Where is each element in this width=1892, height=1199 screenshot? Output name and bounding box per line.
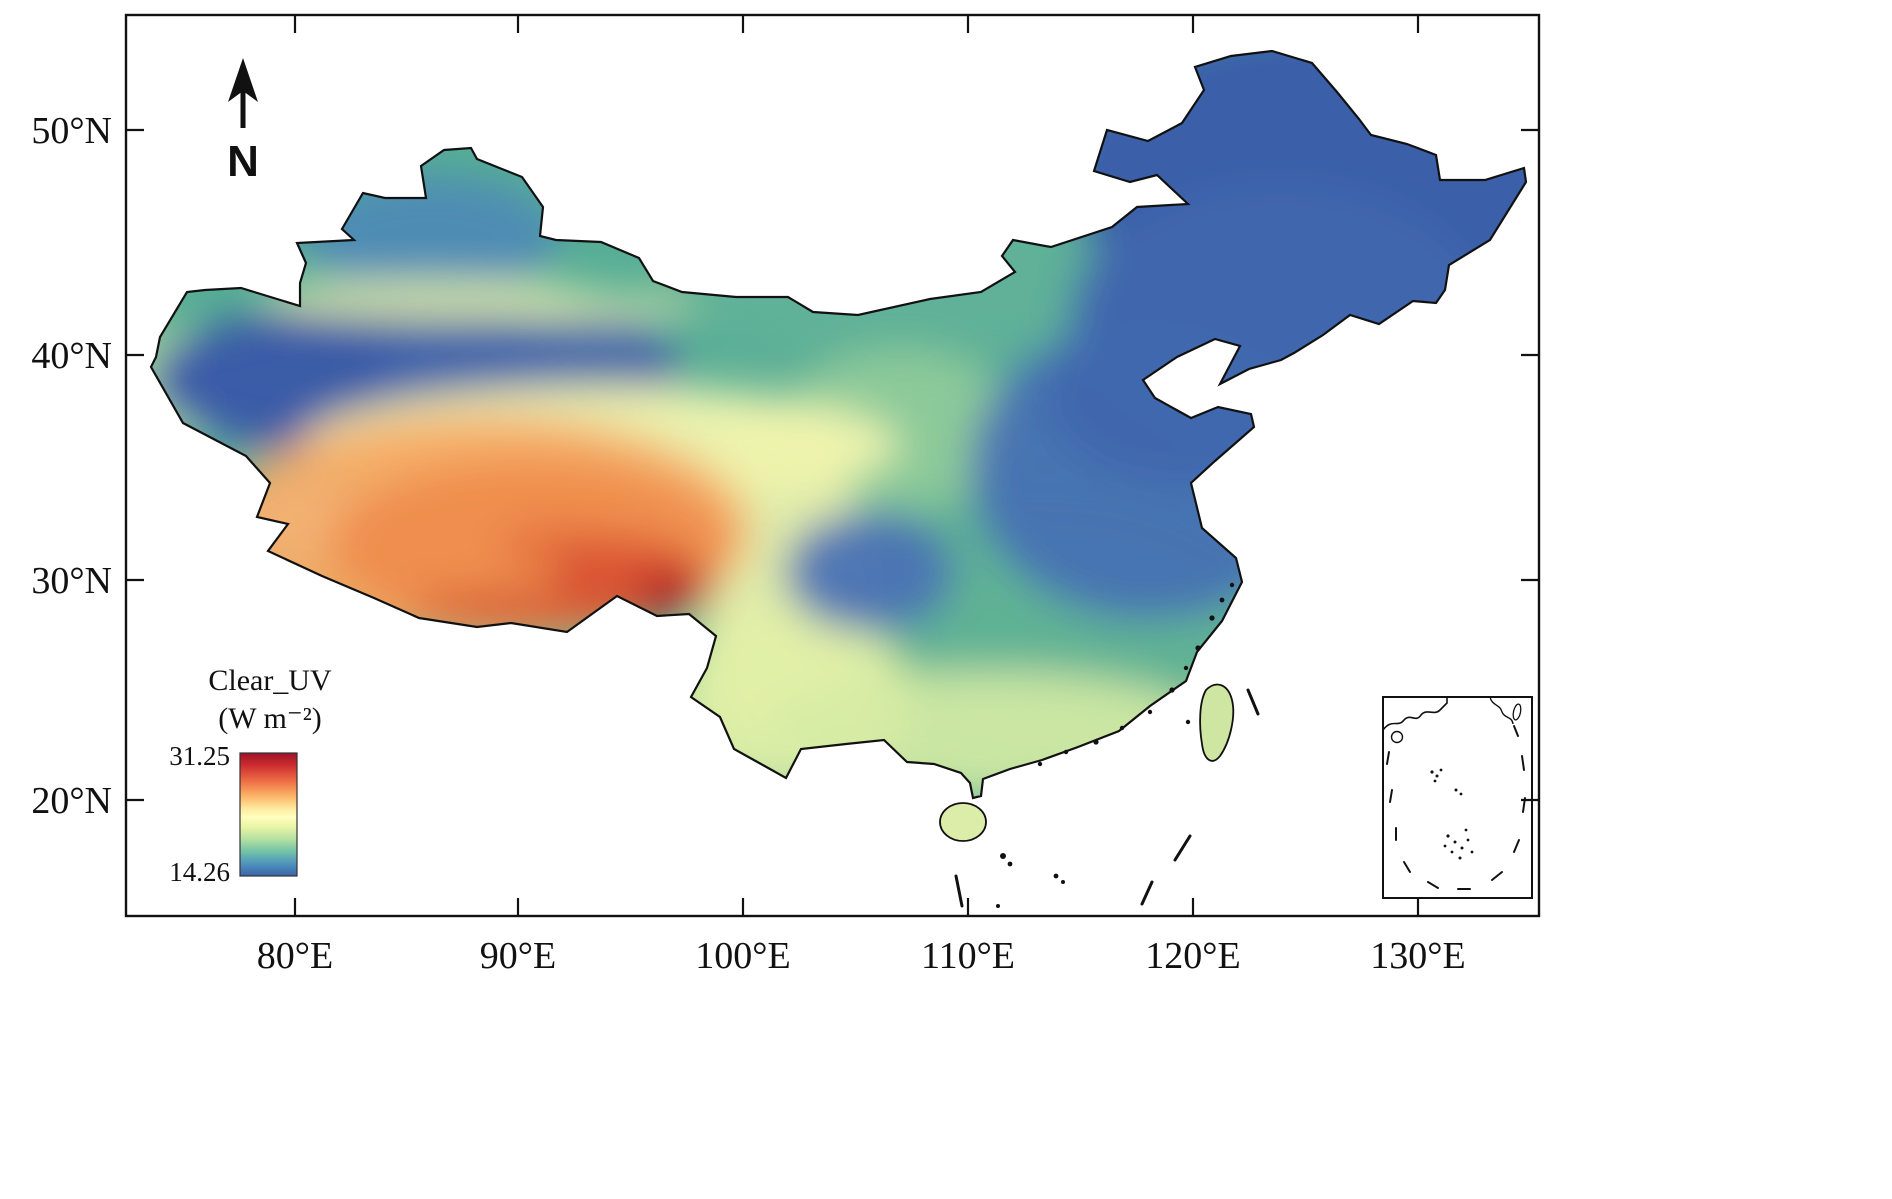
inset-coastline-east xyxy=(1489,696,1514,725)
lat-tick-label-20n: 20°N xyxy=(31,780,112,822)
lon-tick-label-90e: 90°E xyxy=(480,935,556,977)
lon-tick-label-130e: 130°E xyxy=(1370,935,1465,977)
colorbar-max-label: 31.25 xyxy=(169,741,230,771)
lat-tick-label-50n: 50°N xyxy=(31,110,112,152)
taiwan-island xyxy=(1199,683,1235,762)
axis-ticks xyxy=(126,15,1539,916)
colorbar-units: (W m⁻²) xyxy=(218,702,321,735)
north-arrow-icon xyxy=(228,58,258,102)
lon-tick-label-110e: 110°E xyxy=(921,935,1015,977)
lat-tick-label-30n: 30°N xyxy=(31,560,112,602)
colorbar-title: Clear_UV xyxy=(208,664,332,697)
lon-tick-label-120e: 120°E xyxy=(1145,935,1240,977)
inset-taiwan-island xyxy=(1512,703,1522,721)
inset-coastline xyxy=(1382,697,1448,731)
inset-map xyxy=(1382,696,1533,899)
colorbar-min-label: 14.26 xyxy=(169,857,230,887)
nine-dash-line xyxy=(954,688,1260,908)
plot-frame xyxy=(124,13,1541,918)
colorbar xyxy=(239,752,298,877)
lon-tick-label-80e: 80°E xyxy=(257,935,333,977)
north-arrow-label: N xyxy=(227,137,259,186)
north-arrow: N xyxy=(227,58,259,186)
hainan-island xyxy=(939,802,987,842)
colorbar-legend: Clear_UV (W m⁻²) 31.25 14.26 xyxy=(169,664,332,887)
inset-island-dots xyxy=(1430,768,1474,860)
inset-hainan-island xyxy=(1390,730,1404,744)
lon-tick-label-100e: 100°E xyxy=(695,935,790,977)
coastal-island-dots xyxy=(996,582,1235,908)
lat-tick-label-40n: 40°N xyxy=(31,335,112,377)
